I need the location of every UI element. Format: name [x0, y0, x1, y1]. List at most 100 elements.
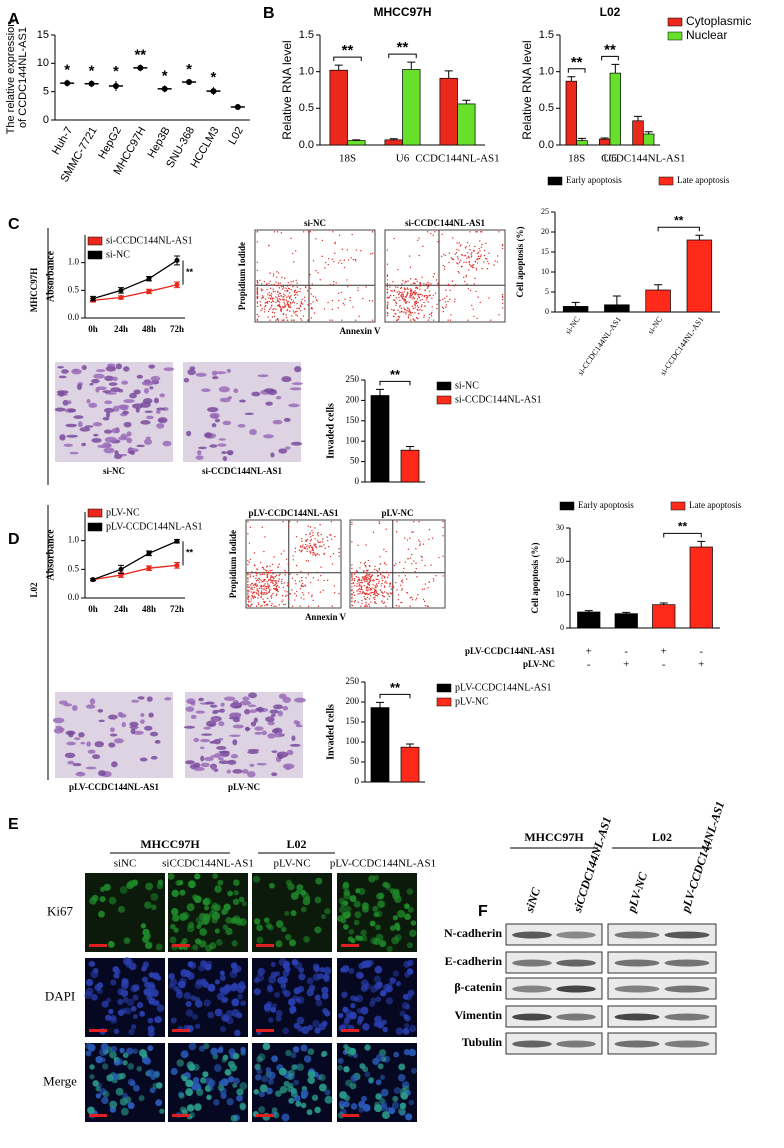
stained-cell	[206, 406, 219, 413]
flow-event	[286, 303, 288, 306]
flow-event	[474, 261, 477, 263]
flow-event	[250, 600, 252, 603]
cell	[375, 1053, 384, 1062]
flow-event	[256, 231, 259, 233]
stained-cell	[91, 437, 102, 443]
flow-event	[282, 295, 285, 298]
flow-event	[395, 604, 398, 607]
flow-event	[403, 567, 405, 570]
flow-event	[257, 597, 259, 599]
flow-event	[320, 566, 322, 568]
cell	[233, 890, 239, 896]
flow-event	[281, 288, 284, 290]
cell	[265, 1087, 273, 1095]
flow-event	[250, 583, 253, 585]
flow-event	[432, 578, 435, 580]
flow-event	[263, 568, 265, 570]
flow-event	[286, 591, 288, 593]
flow-event	[275, 574, 278, 576]
stained-cell	[277, 754, 284, 760]
flow-event	[403, 287, 405, 289]
cell	[139, 1010, 146, 1017]
flow-event	[488, 252, 490, 254]
flow-event	[406, 307, 409, 309]
flow-event	[417, 593, 419, 596]
stained-cell	[150, 375, 161, 382]
flow-event	[277, 590, 279, 593]
flow-event	[351, 588, 353, 591]
flow-event	[273, 605, 275, 607]
flow-event	[274, 575, 277, 578]
cell	[219, 970, 225, 976]
cell	[306, 988, 315, 997]
stained-cell	[277, 710, 283, 717]
flow-event	[284, 290, 286, 292]
chart-title: L02	[600, 5, 621, 19]
flow-event	[418, 296, 421, 299]
flow-event	[261, 526, 264, 529]
flow-event	[396, 291, 398, 294]
dot	[161, 85, 168, 92]
flow-event	[443, 266, 446, 268]
flow-event	[265, 283, 268, 285]
flow-event	[359, 567, 361, 569]
flow-event	[472, 266, 475, 269]
cell	[108, 940, 115, 947]
cell	[173, 927, 179, 933]
flow-event	[454, 300, 456, 303]
stained-cell	[233, 388, 239, 394]
cell	[267, 1078, 274, 1085]
fluorescence-image	[168, 873, 248, 952]
cell	[406, 968, 414, 975]
stained-cell	[244, 412, 254, 416]
flow-event	[466, 241, 469, 244]
flow-event	[266, 576, 268, 578]
legend-swatch	[436, 683, 452, 693]
y-tick-label: 0.5	[68, 563, 80, 573]
flow-event	[398, 296, 400, 299]
stained-cell	[61, 369, 69, 374]
cell	[358, 962, 365, 969]
y-tick-label: 30	[556, 523, 564, 532]
flow-event	[268, 294, 270, 297]
flow-event	[396, 589, 398, 591]
stained-cell	[221, 451, 227, 455]
legend-label: pLV-CCDC144NL-AS1	[455, 682, 552, 693]
stained-cell	[204, 432, 213, 438]
stained-cell	[226, 759, 237, 765]
stained-cell	[96, 386, 107, 391]
flow-event	[432, 275, 435, 278]
flow-event	[250, 588, 252, 590]
bar	[576, 140, 588, 146]
flow-event	[423, 295, 426, 298]
flow-event	[353, 579, 356, 582]
flow-event	[398, 316, 401, 318]
stained-cell	[87, 749, 96, 754]
flow-event	[409, 319, 412, 321]
flow-event	[294, 547, 297, 550]
flow-label: pLV-NC	[381, 508, 413, 518]
flow-event	[259, 561, 262, 564]
flow-event	[266, 565, 268, 567]
flow-event	[421, 298, 423, 301]
cell	[101, 1096, 109, 1105]
significance-label: **	[186, 267, 194, 277]
flow-event	[273, 231, 276, 233]
flow-event	[335, 282, 337, 284]
cell	[233, 1077, 240, 1085]
cell	[126, 998, 135, 1007]
flow-event	[265, 586, 268, 588]
flow-event	[383, 586, 386, 588]
flow-event	[382, 571, 384, 573]
flow-event	[311, 308, 314, 310]
cell	[170, 1017, 177, 1024]
flow-event	[261, 593, 263, 596]
legend-label: Early apoptosis	[566, 175, 622, 185]
stained-cell	[122, 410, 129, 415]
stained-cell	[109, 727, 115, 733]
y-tick-label: 0	[355, 476, 360, 486]
panel-letter: B	[263, 5, 275, 22]
flow-event	[270, 284, 273, 286]
flow-event	[374, 601, 376, 604]
stained-cell	[93, 373, 105, 379]
